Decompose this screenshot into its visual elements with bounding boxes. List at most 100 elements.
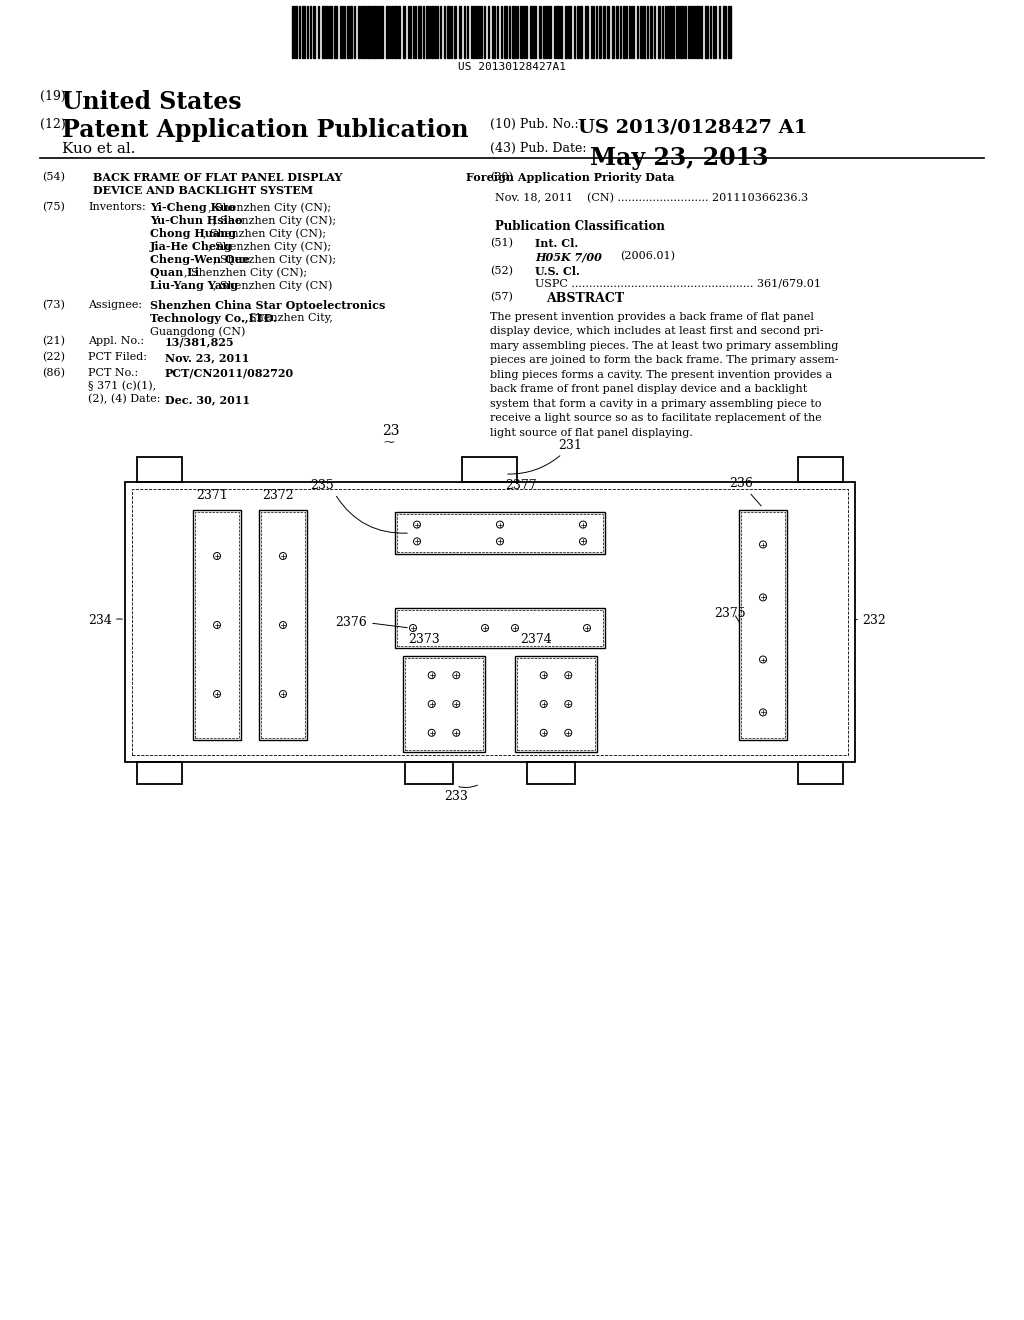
Bar [403,7,406,58]
Text: Yi-Cheng Kuo: Yi-Cheng Kuo [150,202,236,213]
Bar [398,7,400,58]
Text: United States: United States [62,90,242,114]
Bar [580,7,582,58]
Text: back frame of front panel display device and a backlight: back frame of front panel display device… [490,384,807,395]
Bar [370,7,372,58]
Bar [380,7,383,58]
Bar [462,457,517,482]
Text: Chong Huang: Chong Huang [150,228,237,239]
Bar [347,7,349,58]
Text: Int. Cl.: Int. Cl. [535,238,579,249]
Text: US 2013/0128427 A1: US 2013/0128427 A1 [578,117,808,136]
Text: (22): (22) [42,352,65,362]
Bar [705,7,708,58]
Text: , Shenzhen City,: , Shenzhen City, [242,313,333,323]
Text: ABSTRACT: ABSTRACT [546,292,624,305]
Text: (51): (51) [490,238,513,248]
Text: , Shenzhen City (CN);: , Shenzhen City (CN); [213,253,336,264]
Bar [515,656,597,752]
Bar [741,512,785,738]
Bar [193,510,241,741]
Text: DEVICE AND BACKLIGHT SYSTEM: DEVICE AND BACKLIGHT SYSTEM [93,185,313,195]
Text: PCT Filed:: PCT Filed: [88,352,147,362]
Bar [688,7,690,58]
Bar [406,762,453,784]
Bar [504,7,507,58]
Bar [669,7,671,58]
Text: (75): (75) [42,202,65,213]
Text: 2376: 2376 [335,616,367,630]
Bar [585,7,588,58]
Text: 234: 234 [88,614,112,627]
Bar [696,7,699,58]
Bar [560,7,562,58]
Text: , Shenzhen City (CN);: , Shenzhen City (CN); [204,228,327,239]
Text: (52): (52) [490,267,513,276]
Bar [798,457,843,482]
Text: Foreign Application Priority Data: Foreign Application Priority Data [466,172,674,183]
Text: 2371: 2371 [196,488,227,502]
Bar [517,657,595,750]
Bar [386,7,388,58]
Bar [684,7,686,58]
Text: (21): (21) [42,337,65,346]
Text: 2372: 2372 [262,488,294,502]
Text: Jia-He Cheng: Jia-He Cheng [150,242,233,252]
Bar [394,7,397,58]
Bar [568,7,571,58]
Text: 232: 232 [862,614,886,627]
Bar [672,7,674,58]
Text: 233: 233 [444,789,468,803]
Bar [548,7,551,58]
Bar [700,7,702,58]
Text: Shenzhen China Star Optoelectronics: Shenzhen China Star Optoelectronics [150,300,385,312]
Bar [403,656,485,752]
Bar [137,457,182,482]
Text: Nov. 18, 2011    (CN) .......................... 201110366236.3: Nov. 18, 2011 (CN) .....................… [495,193,808,203]
Bar [640,7,642,58]
Bar [447,7,450,58]
Bar [358,7,360,58]
Bar [643,7,645,58]
Text: The present invention provides a back frame of flat panel: The present invention provides a back fr… [490,312,814,322]
Text: 231: 231 [558,440,582,451]
Text: May 23, 2013: May 23, 2013 [590,147,768,170]
Text: PCT/CN2011/082720: PCT/CN2011/082720 [165,368,294,379]
Bar [426,7,428,58]
Bar [391,7,393,58]
Text: 2375: 2375 [714,607,745,620]
Text: Inventors:: Inventors: [88,202,145,213]
Bar [534,7,536,58]
Text: (2006.01): (2006.01) [620,251,675,261]
Bar [723,7,726,58]
Bar [545,7,547,58]
Text: 2374: 2374 [520,634,552,645]
Text: system that form a cavity in a primary assembling piece to: system that form a cavity in a primary a… [490,399,821,409]
Text: PCT No.:: PCT No.: [88,368,138,378]
Bar [326,7,328,58]
Text: (30): (30) [490,172,513,182]
Bar [612,7,614,58]
Text: (2), (4) Date:: (2), (4) Date: [88,393,161,404]
Bar [728,7,731,58]
Bar [739,510,787,741]
Text: Liu-Yang Yang: Liu-Yang Yang [150,280,239,290]
Text: 2373: 2373 [408,634,439,645]
Bar [367,7,369,58]
Text: (19): (19) [40,90,66,103]
Bar [599,7,601,58]
Text: (12): (12) [40,117,66,131]
Bar [322,7,325,58]
Bar [132,488,848,755]
Bar [556,7,559,58]
Bar [334,7,337,58]
Bar [473,7,475,58]
Bar [418,7,421,58]
Bar [406,657,483,750]
Text: Guangdong (CN): Guangdong (CN) [150,326,246,337]
Bar [798,762,843,784]
Bar [261,512,305,738]
Text: BACK FRAME OF FLAT PANEL DISPLAY: BACK FRAME OF FLAT PANEL DISPLAY [93,172,342,183]
Text: Dec. 30, 2011: Dec. 30, 2011 [165,393,250,405]
Bar [292,7,294,58]
